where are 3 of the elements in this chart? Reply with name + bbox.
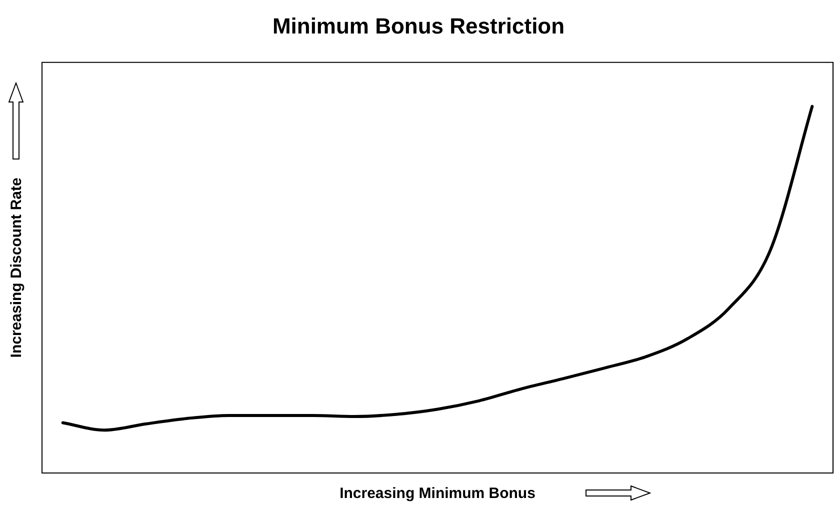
y-axis-title: Increasing Discount Rate	[8, 178, 26, 358]
chart-title: Minimum Bonus Restriction	[272, 13, 565, 38]
x-axis-title: Increasing Minimum Bonus	[340, 485, 536, 502]
